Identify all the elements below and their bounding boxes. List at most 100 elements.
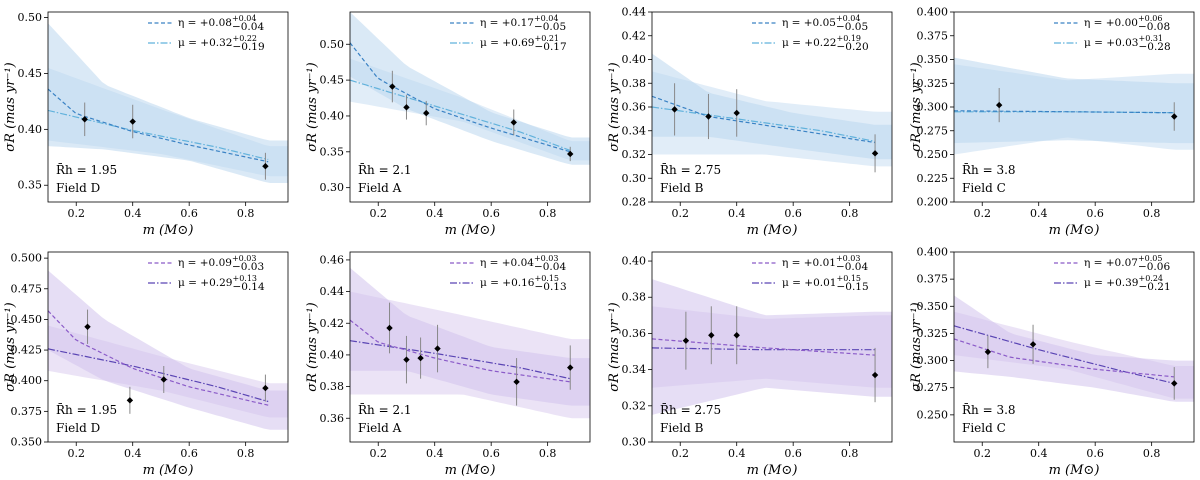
eta-uncertainty-band <box>954 57 1194 144</box>
y-tick-label: 0.40 <box>622 53 647 66</box>
data-point <box>389 83 396 90</box>
data-point <box>262 163 269 170</box>
y-tick-label: 0.250 <box>917 148 949 161</box>
plot-frame <box>47 251 289 443</box>
x-axis-label: m (M⊙) <box>445 463 496 478</box>
plot-area <box>954 295 1194 402</box>
y-tick-label: 0.44 <box>622 6 647 19</box>
legend-eta-upper: +0.05 <box>1138 254 1163 263</box>
x-tick-label: 0.2 <box>671 207 689 220</box>
legend-eta-lower: −0.03 <box>232 261 264 273</box>
data-point <box>871 371 879 379</box>
y-tick-label: 0.38 <box>622 291 647 304</box>
panel-top-field-d: 0.35 0.40 0.45 0.50 0.2 0.4 0.6 0.8 m (M⊙) σR (ma… <box>3 11 289 238</box>
legend-mu-lower: −0.14 <box>232 281 264 293</box>
y-tick-label: 0.50 <box>320 38 345 51</box>
y-tick-label: 0.425 <box>11 344 43 357</box>
y-tick-label: 0.38 <box>320 380 345 393</box>
eta-uncertainty-band <box>350 12 590 165</box>
legend-eta-upper: +0.04 <box>232 14 257 23</box>
legend-eta-upper: +0.03 <box>534 254 559 263</box>
eta-uncertainty-band <box>954 295 1194 402</box>
data-point <box>1029 341 1037 348</box>
data-point <box>417 354 424 362</box>
y-tick-label: 0.42 <box>320 317 345 330</box>
field-label: Field A <box>358 181 402 195</box>
plot-area <box>48 270 288 430</box>
eta-uncertainty-band <box>350 267 590 406</box>
data-point <box>671 106 678 113</box>
plot-area <box>350 267 590 419</box>
panel-top-field-a: 0.30 0.35 0.40 0.45 0.50 0.2 0.4 0.6 0.8 m (M⊙) σR… <box>305 11 591 238</box>
y-tick-label: 0.375 <box>917 29 949 42</box>
eta-fit-line <box>954 110 1175 114</box>
data-point <box>403 104 410 111</box>
data-point <box>984 348 992 356</box>
data-point <box>995 101 1003 109</box>
mu-fit-line <box>954 325 1175 384</box>
legend-mu-upper: +0.21 <box>534 34 559 43</box>
y-axis-label: σR (mas yr⁻¹) <box>305 62 320 151</box>
x-tick-label: 0.6 <box>1086 447 1104 460</box>
plot-area <box>954 57 1194 155</box>
x-tick-label: 0.6 <box>784 207 802 220</box>
plot-area <box>652 279 892 415</box>
data-point <box>510 119 517 126</box>
y-tick-label: 0.40 <box>18 123 43 136</box>
y-tick-label: 0.34 <box>622 124 647 137</box>
x-tick-label: 0.2 <box>67 447 85 460</box>
data-point <box>160 376 167 383</box>
panel-top-field-c: 0.200 0.225 0.250 0.275 0.300 0.325 0.350 0.375… <box>909 6 1195 238</box>
x-tick-label: 0.4 <box>124 447 142 460</box>
y-axis-label: σR (mas yr⁻¹) <box>607 62 622 151</box>
plot-frame <box>349 11 591 203</box>
y-tick-label: 0.200 <box>917 196 949 209</box>
y-tick-label: 0.32 <box>622 399 647 412</box>
eta-fit-line <box>652 338 876 356</box>
field-label: Field B <box>660 181 704 195</box>
x-tick-label: 0.4 <box>728 447 746 460</box>
y-tick-label: 0.46 <box>320 253 345 266</box>
legend-mu-lower: −0.21 <box>1138 281 1170 293</box>
x-tick-label: 0.4 <box>426 207 444 220</box>
data-point <box>871 150 879 157</box>
data-point <box>513 378 520 386</box>
x-tick-label: 0.6 <box>482 447 500 460</box>
x-tick-label: 0.2 <box>67 207 85 220</box>
legend-eta-upper: +0.06 <box>1138 14 1163 23</box>
x-tick-label: 0.8 <box>1143 207 1161 220</box>
legend-mu-upper: +0.15 <box>534 274 559 283</box>
x-axis-label: m (M⊙) <box>1049 223 1100 238</box>
data-point <box>1171 113 1178 120</box>
data-point <box>705 113 712 120</box>
y-tick-label: 0.300 <box>917 354 949 367</box>
y-tick-label: 0.275 <box>917 124 949 137</box>
x-tick-label: 0.8 <box>237 447 255 460</box>
rh-annotation: R̄h = 1.95 <box>56 402 117 417</box>
mu-fit-line <box>350 79 571 151</box>
legend-eta-lower: −0.04 <box>232 21 264 33</box>
legend-mu-lower: −0.20 <box>836 41 868 53</box>
y-tick-label: 0.325 <box>917 327 949 340</box>
data-point <box>434 345 441 352</box>
rh-annotation: R̄h = 3.8 <box>962 162 1016 177</box>
y-tick-label: 0.375 <box>11 405 43 418</box>
eta-fit-line <box>350 42 571 153</box>
x-tick-label: 0.6 <box>180 447 198 460</box>
y-tick-label: 0.44 <box>320 285 345 298</box>
legend-eta-upper: +0.03 <box>836 254 861 263</box>
x-tick-label: 0.8 <box>841 207 859 220</box>
plot-frame <box>953 251 1195 443</box>
y-tick-label: 0.35 <box>18 179 43 192</box>
y-tick-label: 0.350 <box>11 436 43 449</box>
x-tick-label: 0.6 <box>784 447 802 460</box>
x-tick-label: 0.6 <box>1086 207 1104 220</box>
legend-mu-lower: −0.15 <box>836 281 868 293</box>
y-tick-label: 0.475 <box>11 282 43 295</box>
legend-mu-upper: +0.24 <box>1138 274 1163 283</box>
legend-mu-lower: −0.19 <box>232 41 264 53</box>
x-axis-label: m (M⊙) <box>1049 463 1100 478</box>
y-tick-label: 0.28 <box>622 196 647 209</box>
legend-mu-upper: +0.15 <box>836 274 861 283</box>
